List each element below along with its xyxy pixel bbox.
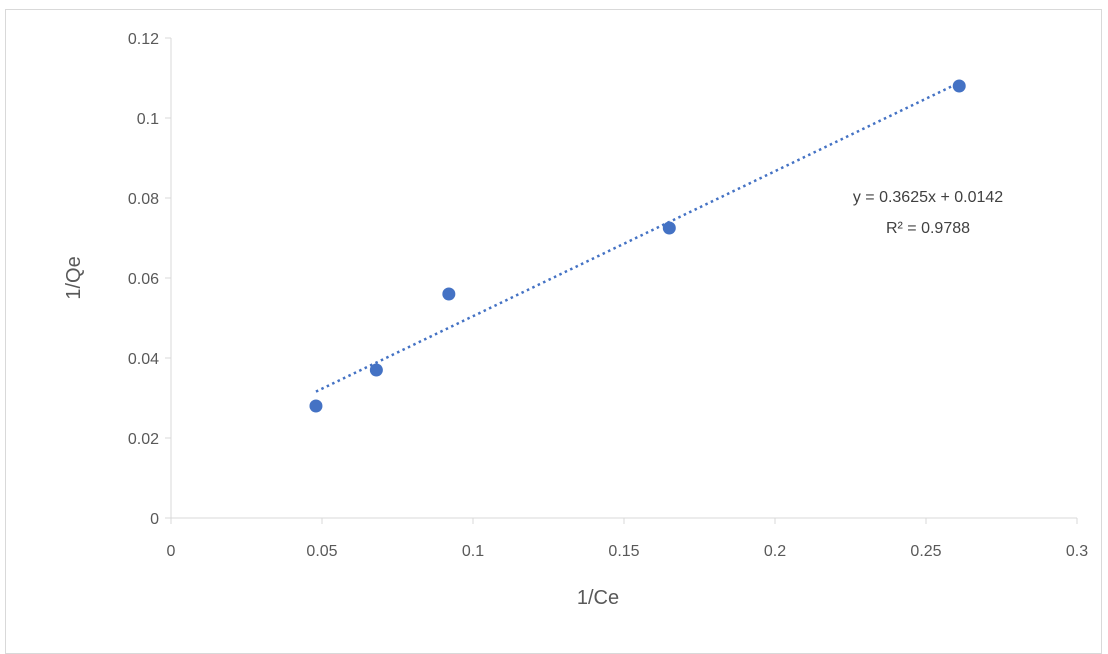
data-point	[442, 287, 456, 301]
ticks: 0 0.02 0.04 0.06 0.08 0.1 0.12 0 0.05 0.1 0.15 0.2 0…	[128, 31, 1088, 560]
axes	[170, 38, 1077, 519]
x-tick-label: 0.2	[764, 543, 786, 560]
x-tick-label: 0.3	[1066, 543, 1088, 560]
chart-area	[5, 9, 1102, 654]
x-tick-label: 0.15	[608, 543, 639, 560]
x-tick-label: 0.25	[910, 543, 941, 560]
y-tick-label: 0.1	[137, 111, 159, 128]
x-tick-label: 0.1	[462, 543, 484, 560]
data-point	[662, 221, 676, 235]
data-point	[369, 363, 383, 377]
y-tick-label: 0.02	[128, 431, 159, 448]
y-tick-label: 0.08	[128, 191, 159, 208]
y-axis-title: 1/Qe	[63, 256, 85, 299]
y-tick-label: 0.04	[128, 351, 159, 368]
y-tick-label: 0.06	[128, 271, 159, 288]
x-axis-title: 1/Ce	[577, 587, 619, 609]
y-tick-label: 0	[150, 511, 159, 528]
trendline-equation: y = 0.3625x + 0.0142	[853, 189, 1003, 206]
y-tick-label: 0.12	[128, 31, 159, 48]
data-point	[309, 399, 323, 413]
trendline-r-squared: R² = 0.9788	[886, 220, 970, 237]
x-tick-label: 0	[167, 543, 176, 560]
x-tick-label: 0.05	[306, 543, 337, 560]
data-point	[952, 79, 966, 93]
labels: y = 0.3625x + 0.0142 R² = 0.9788 1/Ce 1/…	[63, 189, 1003, 609]
data-points	[309, 79, 966, 413]
trendline-group	[315, 81, 960, 393]
trendline	[315, 81, 960, 393]
